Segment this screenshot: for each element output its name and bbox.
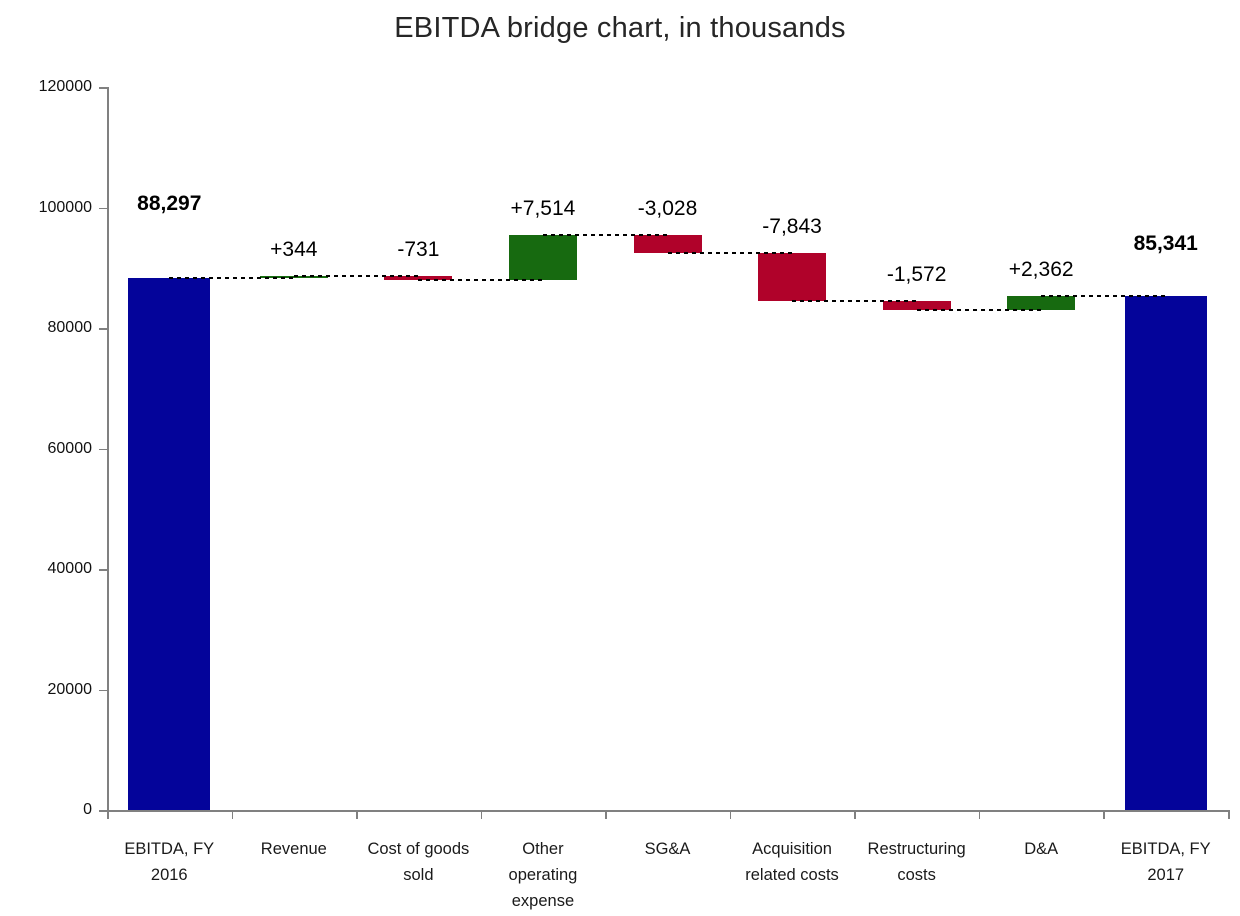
x-axis-tick [356, 810, 358, 819]
category-label-sg-a: SG&A [644, 840, 691, 858]
category-label-acquisition-related-costs: Acquisition related costs [745, 840, 839, 884]
bar-acquisition-related-costs [758, 253, 827, 301]
y-axis-tick [99, 810, 107, 812]
value-label-ebitda-fy-2017: 85,341 [1133, 231, 1198, 255]
x-axis-tick [854, 810, 856, 819]
category-label-ebitda-fy-2017: EBITDA, FY 2017 [1120, 840, 1211, 884]
y-axis-tick-label: 60000 [47, 439, 93, 457]
value-label-d-a: +2,362 [1008, 257, 1074, 281]
x-axis-tick [729, 810, 732, 819]
y-axis-tick-label: 20000 [47, 680, 93, 698]
category-label-restructuring-costs: Restructuring costs [867, 840, 966, 884]
value-label-acquisition-related-costs: -7,843 [762, 215, 822, 239]
connector-line [1041, 294, 1166, 297]
y-axis-tick [99, 448, 107, 450]
bar-other-operating-expense [508, 235, 577, 281]
connector-line [542, 234, 668, 237]
x-axis-tick [231, 810, 234, 819]
bar-sg-a [633, 235, 702, 254]
bar-d-a [1007, 295, 1076, 311]
chart-title: EBITDA bridge chart, in thousands [394, 12, 846, 44]
bar-ebitda-fy-2016 [128, 278, 211, 810]
y-axis-tick [99, 328, 107, 330]
connector-line [169, 277, 294, 279]
x-axis-line [107, 810, 1228, 812]
x-axis-tick [978, 810, 981, 819]
x-axis-tick [605, 810, 607, 819]
y-axis-tick [99, 87, 107, 89]
bar-cost-of-goods-sold [384, 275, 453, 281]
connector-line [667, 252, 793, 255]
connector-line [293, 274, 419, 277]
y-axis-tick [99, 569, 107, 571]
category-label-d-a: D&A [1024, 840, 1059, 858]
value-label-revenue: +344 [270, 237, 318, 261]
connector-line [418, 279, 543, 282]
y-axis-tick-label: 0 [83, 801, 92, 818]
value-label-other-operating-expense: +7,514 [510, 197, 576, 221]
bar-ebitda-fy-2017 [1124, 295, 1207, 810]
value-label-ebitda-fy-2016: 88,297 [137, 192, 202, 215]
y-axis-tick [99, 689, 107, 691]
y-axis-tick [99, 207, 107, 209]
category-label-other-operating-expense: Other operating expense [508, 840, 578, 910]
value-label-sg-a: -3,028 [637, 197, 698, 221]
connector-line [916, 309, 1042, 312]
y-axis-tick-label: 120000 [38, 78, 92, 95]
category-label-cost-of-goods-sold: Cost of goods sold [367, 840, 470, 884]
x-axis-tick [1103, 810, 1105, 819]
x-axis-tick [1228, 810, 1230, 819]
category-label-revenue: Revenue [260, 840, 327, 858]
y-axis-line [107, 87, 109, 812]
y-axis-tick-label: 40000 [47, 560, 93, 577]
x-axis-tick [107, 810, 109, 819]
bar-restructuring-costs [882, 300, 951, 311]
value-label-cost-of-goods-sold: -731 [397, 237, 440, 261]
category-label-ebitda-fy-2016: EBITDA, FY 2016 [124, 840, 215, 884]
bar-revenue [259, 275, 328, 278]
connector-line [792, 299, 917, 302]
y-axis-tick-label: 100000 [38, 198, 92, 216]
y-axis-tick-label: 80000 [47, 319, 93, 336]
value-label-restructuring-costs: -1,572 [886, 262, 947, 286]
x-axis-tick [480, 810, 483, 819]
